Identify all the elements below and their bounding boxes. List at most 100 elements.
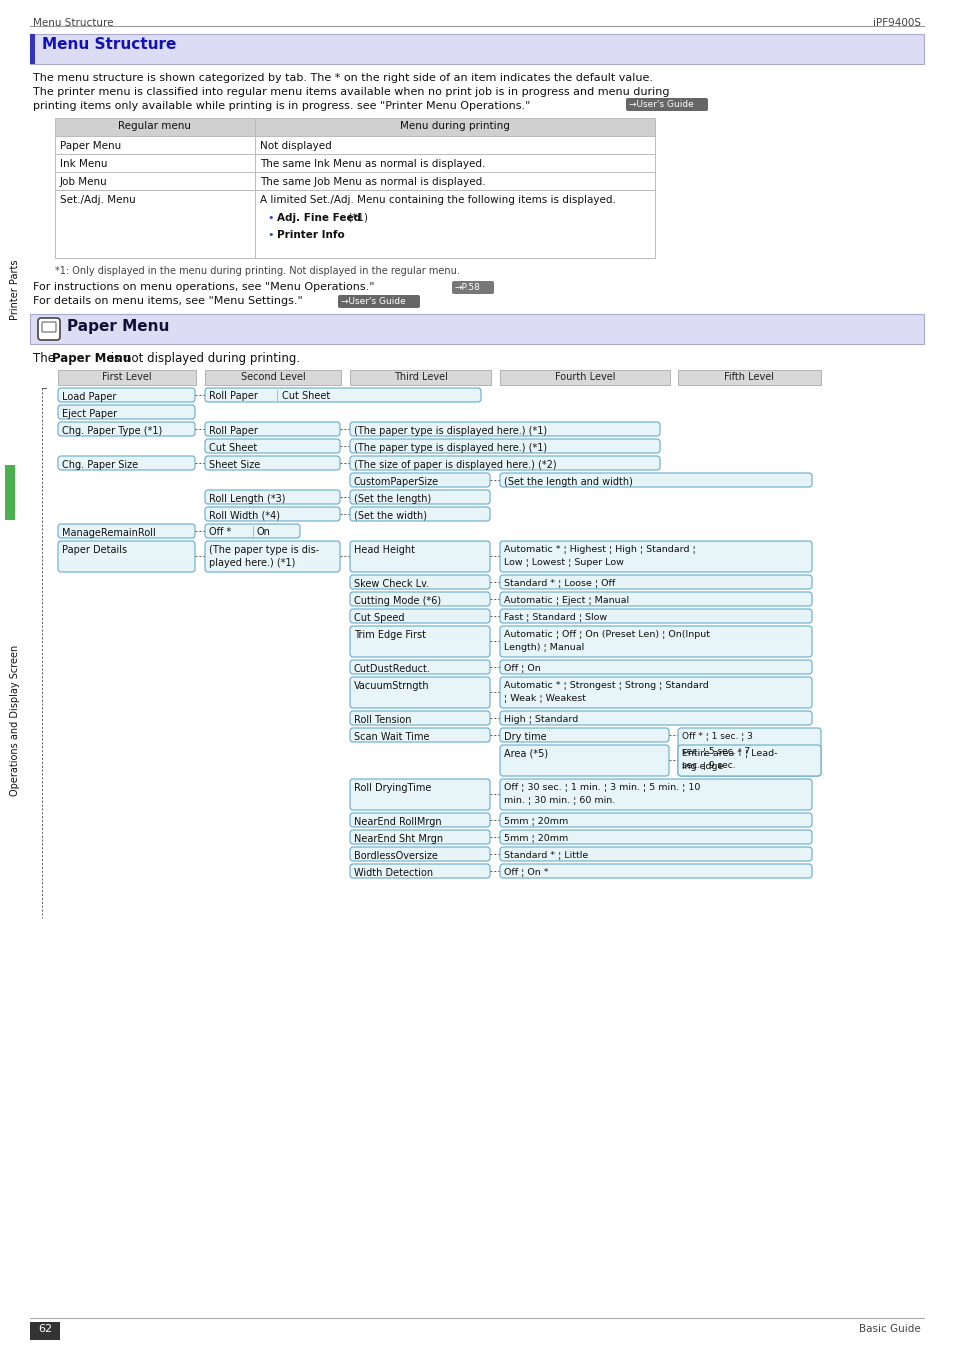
- Text: Fourth Level: Fourth Level: [554, 372, 615, 381]
- Text: 5mm ¦ 20mm: 5mm ¦ 20mm: [503, 834, 568, 842]
- FancyBboxPatch shape: [205, 456, 339, 470]
- Bar: [55, 119, 655, 136]
- Text: Off ¦ 30 sec. ¦ 1 min. ¦ 3 min. ¦ 5 min. ¦ 10: Off ¦ 30 sec. ¦ 1 min. ¦ 3 min. ¦ 5 min.…: [503, 783, 700, 793]
- FancyBboxPatch shape: [205, 541, 339, 572]
- FancyBboxPatch shape: [499, 847, 811, 861]
- FancyBboxPatch shape: [205, 422, 339, 435]
- FancyBboxPatch shape: [499, 541, 811, 572]
- FancyBboxPatch shape: [58, 524, 194, 538]
- FancyBboxPatch shape: [499, 625, 811, 656]
- FancyBboxPatch shape: [499, 830, 811, 844]
- Text: Ink Menu: Ink Menu: [60, 159, 108, 168]
- Text: (*1): (*1): [345, 213, 368, 222]
- Text: Area (*5): Area (*5): [503, 749, 548, 759]
- Text: (Set the length): (Set the length): [354, 493, 431, 504]
- FancyBboxPatch shape: [350, 677, 490, 708]
- Text: min. ¦ 30 min. ¦ 60 min.: min. ¦ 30 min. ¦ 60 min.: [503, 797, 615, 806]
- Text: Roll Paper: Roll Paper: [209, 426, 257, 435]
- Text: 62: 62: [38, 1324, 52, 1335]
- Text: Operations and Display Screen: Operations and Display Screen: [10, 644, 20, 795]
- FancyBboxPatch shape: [350, 779, 490, 810]
- Text: •: •: [267, 231, 274, 240]
- Text: Paper Menu: Paper Menu: [67, 319, 170, 334]
- FancyBboxPatch shape: [499, 661, 811, 674]
- FancyBboxPatch shape: [350, 710, 490, 725]
- Text: Roll Length (*3): Roll Length (*3): [209, 493, 285, 504]
- Text: Load Paper: Load Paper: [62, 392, 116, 402]
- FancyBboxPatch shape: [58, 404, 194, 419]
- Text: Head Height: Head Height: [354, 545, 415, 555]
- FancyBboxPatch shape: [350, 847, 490, 861]
- Text: The same Job Menu as normal is displayed.: The same Job Menu as normal is displayed…: [260, 177, 485, 187]
- FancyBboxPatch shape: [205, 524, 299, 538]
- Text: (The paper type is displayed here.) (*1): (The paper type is displayed here.) (*1): [354, 443, 547, 453]
- FancyBboxPatch shape: [350, 576, 490, 589]
- Text: Paper Menu: Paper Menu: [52, 352, 132, 365]
- Bar: [30, 314, 923, 344]
- Text: Sheet Size: Sheet Size: [209, 460, 260, 470]
- FancyBboxPatch shape: [499, 677, 811, 708]
- Text: Adj. Fine Feed: Adj. Fine Feed: [276, 213, 361, 222]
- Text: The same Ink Menu as normal is displayed.: The same Ink Menu as normal is displayed…: [260, 159, 485, 168]
- Bar: [205, 369, 340, 386]
- Text: Off * ¦ 1 sec. ¦ 3: Off * ¦ 1 sec. ¦ 3: [681, 732, 752, 741]
- Text: Chg. Paper Type (*1): Chg. Paper Type (*1): [62, 426, 162, 435]
- Text: For instructions on menu operations, see "Menu Operations.": For instructions on menu operations, see…: [33, 282, 375, 293]
- Bar: [678, 369, 821, 386]
- Text: Automatic * ¦ Strongest ¦ Strong ¦ Standard: Automatic * ¦ Strongest ¦ Strong ¦ Stand…: [503, 681, 708, 690]
- FancyBboxPatch shape: [499, 728, 668, 741]
- Text: (The paper type is dis-: (The paper type is dis-: [209, 545, 319, 555]
- Text: Menu during printing: Menu during printing: [399, 121, 510, 131]
- Text: Roll DryingTime: Roll DryingTime: [354, 783, 431, 793]
- Text: Basic Guide: Basic Guide: [859, 1324, 920, 1335]
- FancyBboxPatch shape: [350, 439, 659, 453]
- Bar: [30, 34, 923, 63]
- Text: Job Menu: Job Menu: [60, 177, 108, 187]
- Text: Cut Sheet: Cut Sheet: [209, 443, 257, 453]
- FancyBboxPatch shape: [452, 280, 494, 294]
- Bar: [55, 136, 655, 154]
- FancyBboxPatch shape: [350, 813, 490, 828]
- FancyBboxPatch shape: [350, 491, 490, 504]
- Text: A limited Set./Adj. Menu containing the following items is displayed.: A limited Set./Adj. Menu containing the …: [260, 195, 616, 205]
- FancyBboxPatch shape: [499, 609, 811, 623]
- Text: CustomPaperSize: CustomPaperSize: [354, 477, 438, 487]
- Text: (The paper type is displayed here.) (*1): (The paper type is displayed here.) (*1): [354, 426, 547, 435]
- FancyBboxPatch shape: [350, 507, 490, 520]
- Bar: [55, 173, 655, 190]
- FancyBboxPatch shape: [350, 661, 490, 674]
- Text: *1: Only displayed in the menu during printing. Not displayed in the regular men: *1: Only displayed in the menu during pr…: [55, 266, 459, 276]
- Text: Automatic ¦ Eject ¦ Manual: Automatic ¦ Eject ¦ Manual: [503, 596, 628, 605]
- FancyBboxPatch shape: [499, 745, 668, 776]
- Bar: [5, 465, 15, 520]
- Text: (Set the width): (Set the width): [354, 511, 427, 520]
- Text: BordlessOversize: BordlessOversize: [354, 851, 437, 861]
- Text: Roll Tension: Roll Tension: [354, 714, 411, 725]
- Text: On: On: [256, 527, 271, 537]
- Text: High ¦ Standard: High ¦ Standard: [503, 714, 578, 724]
- Text: Menu Structure: Menu Structure: [33, 18, 113, 28]
- Text: Regular menu: Regular menu: [118, 121, 192, 131]
- Text: Roll Width (*4): Roll Width (*4): [209, 511, 280, 520]
- Text: CutDustReduct.: CutDustReduct.: [354, 665, 431, 674]
- Text: Menu Structure: Menu Structure: [42, 36, 176, 53]
- FancyBboxPatch shape: [350, 456, 659, 470]
- Text: Entire area * ¦ Lead-: Entire area * ¦ Lead-: [681, 749, 777, 758]
- FancyBboxPatch shape: [350, 830, 490, 844]
- Text: Skew Check Lv.: Skew Check Lv.: [354, 580, 429, 589]
- FancyBboxPatch shape: [499, 592, 811, 607]
- Text: The: The: [33, 352, 59, 365]
- FancyBboxPatch shape: [205, 491, 339, 504]
- Bar: [499, 369, 669, 386]
- Text: Paper Menu: Paper Menu: [60, 142, 121, 151]
- FancyBboxPatch shape: [58, 541, 194, 572]
- FancyBboxPatch shape: [678, 745, 821, 776]
- FancyBboxPatch shape: [350, 541, 490, 572]
- FancyBboxPatch shape: [205, 507, 339, 520]
- Text: Trim Edge First: Trim Edge First: [354, 630, 426, 640]
- FancyBboxPatch shape: [350, 625, 490, 656]
- FancyBboxPatch shape: [499, 576, 811, 589]
- Bar: [350, 369, 491, 386]
- Text: Low ¦ Lowest ¦ Super Low: Low ¦ Lowest ¦ Super Low: [503, 558, 623, 568]
- Text: Set./Adj. Menu: Set./Adj. Menu: [60, 195, 135, 205]
